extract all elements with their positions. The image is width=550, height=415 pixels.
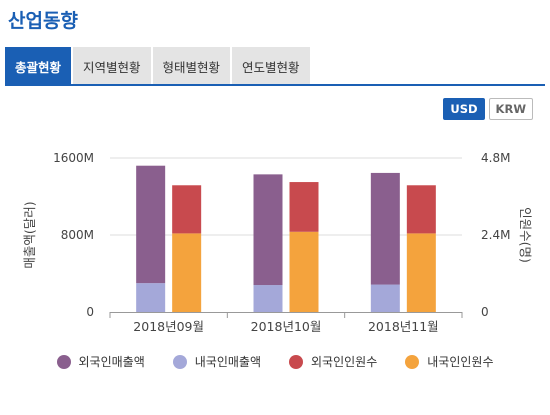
y2-axis-title: 인원수(명) [518, 207, 533, 263]
chart-legend: 외국인매출액 내국인매출액 외국인인원수 내국인인원수 [0, 353, 550, 370]
chart-axes [109, 312, 463, 318]
legend-item[interactable]: 내국인인원수 [405, 353, 494, 370]
tab-underline [5, 84, 545, 86]
bar-외국인매출액 [136, 165, 166, 284]
legend-item[interactable]: 내국인매출액 [172, 353, 261, 370]
legend-item[interactable]: 외국인인원수 [289, 353, 377, 370]
bar-내국인매출액 [136, 283, 166, 312]
y2-tick-label: 4.8M [481, 151, 510, 165]
bar-내국인매출액 [253, 285, 283, 312]
bar-외국인인원수 [172, 185, 202, 234]
bar-내국인인원수 [172, 233, 202, 312]
chart-bars [136, 165, 436, 312]
y-tick-label: 0 [86, 305, 94, 319]
currency-toggle: USD KRW [439, 98, 533, 120]
bar-내국인매출액 [370, 284, 400, 312]
bar-내국인인원수 [289, 231, 319, 312]
legend-label: 내국인매출액 [194, 355, 261, 369]
legend-dot [289, 354, 303, 369]
tab-region[interactable]: 지역별현황 [73, 47, 151, 85]
bar-외국인인원수 [406, 185, 436, 234]
y-axis-title: 매출액(달러) [22, 201, 37, 268]
legend-dot [172, 354, 187, 369]
page-title: 산업동향 [8, 10, 78, 32]
x-tick-label: 2018년09월 [133, 319, 204, 334]
tab-year[interactable]: 연도별현황 [232, 47, 310, 85]
chart-gridlines [110, 157, 462, 236]
bar-외국인매출액 [253, 174, 283, 286]
y2-tick-label: 0 [481, 305, 489, 319]
bar-내국인인원수 [406, 233, 436, 312]
legend-dot [56, 354, 71, 369]
tab-type[interactable]: 형태별현황 [152, 47, 231, 85]
x-tick-label: 2018년11월 [368, 319, 439, 334]
y-tick-label: 1600M [53, 151, 94, 165]
y2-tick-label: 2.4M [481, 228, 510, 242]
bar-외국인인원수 [289, 182, 319, 232]
sales-chart: 0 800M 1600M 0 2.4M 4.8M 매출액(달러) 인원수(명) 2018년09월… [22, 151, 533, 334]
usd-button[interactable]: USD [443, 98, 485, 120]
legend-label: 내국인인원수 [427, 355, 494, 369]
chart-labels: 0 800M 1600M 0 2.4M 4.8M 매출액(달러) 인원수(명) 2018년09월… [22, 151, 533, 334]
bar-외국인매출액 [370, 172, 400, 285]
x-tick-label: 2018년10월 [251, 319, 322, 334]
y-tick-label: 800M [61, 228, 94, 242]
krw-button[interactable]: KRW [488, 98, 533, 120]
legend-label: 외국인인원수 [311, 355, 378, 369]
tab-overview[interactable]: 총괄현황 [5, 47, 72, 85]
legend-label: 외국인매출액 [78, 355, 145, 369]
legend-dot [405, 354, 420, 369]
tab-bar: 총괄현황 지역별현황 형태별현황 연도별현황 [5, 47, 312, 85]
legend-item[interactable]: 외국인매출액 [56, 353, 145, 370]
